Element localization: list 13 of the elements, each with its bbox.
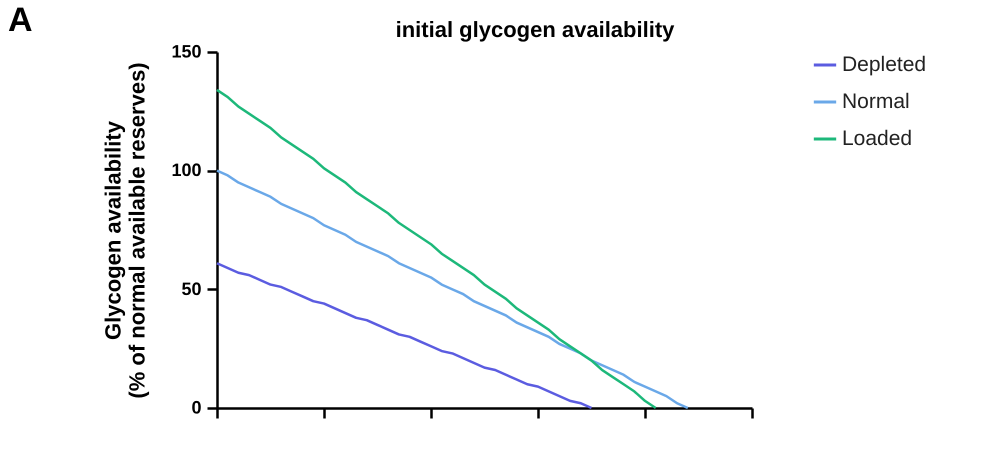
y-tick-label: 0 [191, 398, 202, 418]
legend-label: Loaded [842, 127, 912, 150]
text: A [8, 1, 33, 39]
y-tick-label: 100 [171, 160, 202, 180]
y-tick-label: 50 [181, 278, 202, 299]
chart-title: initial glycogen availability [396, 17, 676, 42]
y-tick-label: 150 [171, 42, 202, 62]
line-series [216, 88, 657, 410]
legend-label: Normal [842, 90, 910, 113]
line-series [216, 169, 690, 410]
legend-label: Depleted [842, 53, 926, 76]
line-series [216, 262, 593, 410]
y-axis-title: Glycogen availability (% of normal available reserves) [100, 62, 150, 399]
